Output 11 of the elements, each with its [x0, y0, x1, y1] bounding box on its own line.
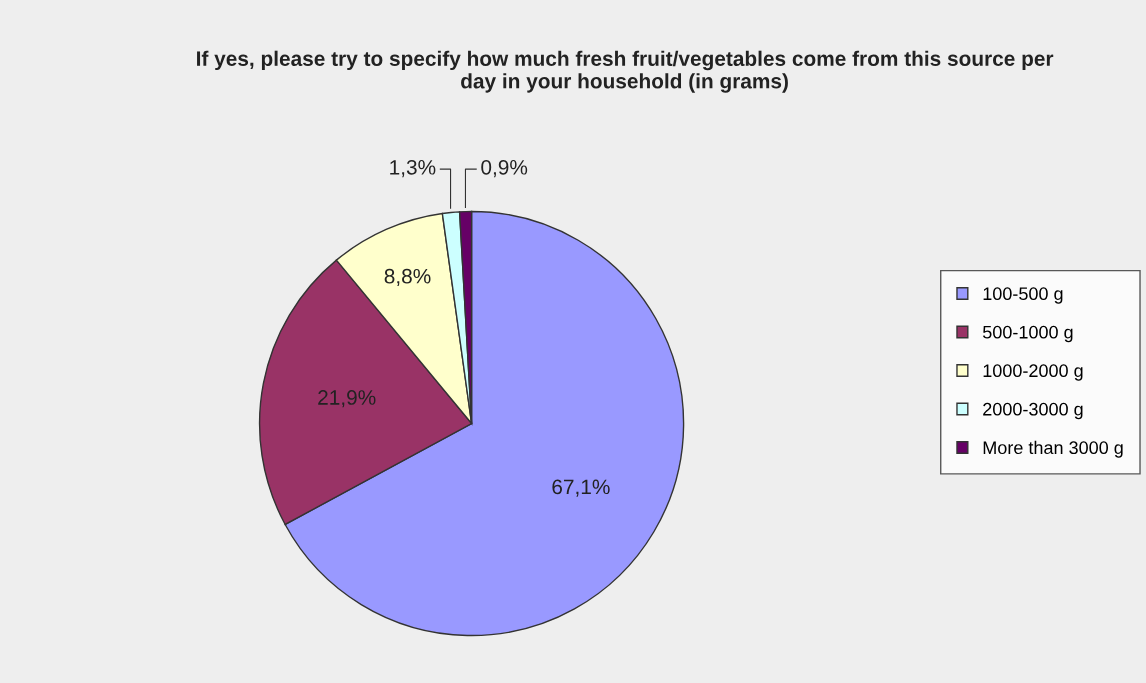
data-label: 21,9%	[318, 390, 376, 408]
legend-label: 100-500 g	[983, 287, 1063, 304]
chart-title: If yes, please try to specify how much fresh fruit/vegetables come from this source per day in your household (in grams)	[197, 50, 1054, 93]
legend-label: 2000-3000 g	[983, 402, 1083, 420]
data-label: 1,3%	[390, 159, 436, 178]
legend-label: 1000-2000 g	[983, 364, 1083, 381]
legend-label: 500-1000 g	[982, 325, 1073, 343]
data-label: 8,8%	[384, 268, 431, 287]
data-label: 0,9%	[481, 159, 528, 178]
data-label: 67,1%	[552, 479, 610, 497]
legend-label: More than 3000 g	[983, 440, 1123, 458]
